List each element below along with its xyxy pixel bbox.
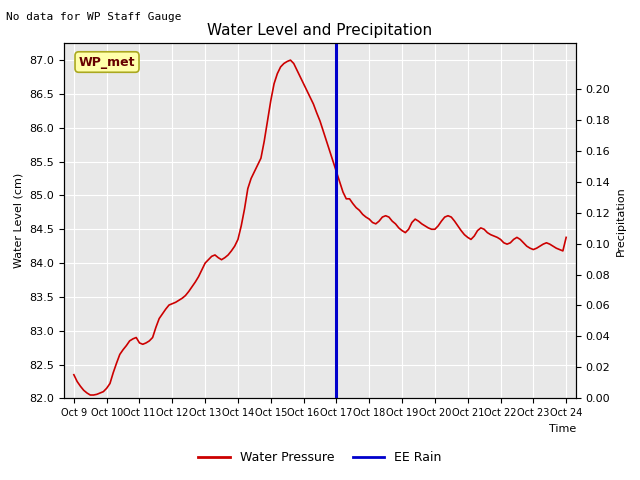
- Y-axis label: Water Level (cm): Water Level (cm): [14, 173, 24, 268]
- Y-axis label: Precipitation: Precipitation: [616, 186, 626, 256]
- Text: WP_met: WP_met: [79, 56, 135, 69]
- Title: Water Level and Precipitation: Water Level and Precipitation: [207, 23, 433, 38]
- X-axis label: Time: Time: [548, 424, 576, 433]
- Text: No data for WP Staff Gauge: No data for WP Staff Gauge: [6, 12, 182, 22]
- Legend: Water Pressure, EE Rain: Water Pressure, EE Rain: [193, 446, 447, 469]
